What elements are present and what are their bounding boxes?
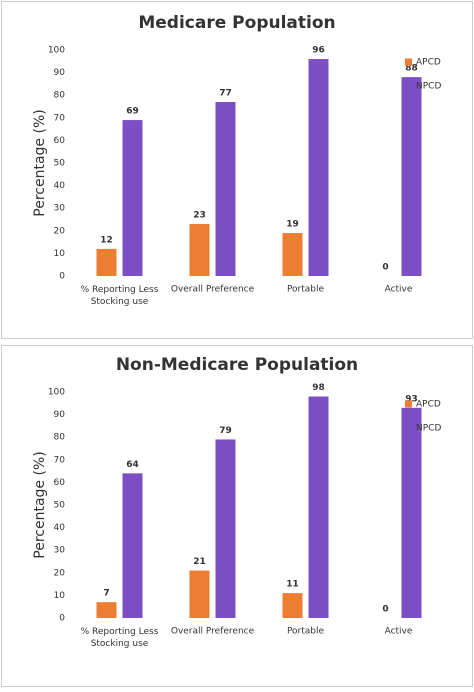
legend-swatch xyxy=(405,424,412,432)
x-tick-label: Overall Preference xyxy=(171,285,255,295)
x-tick-label: Portable xyxy=(287,627,325,637)
value-label: 98 xyxy=(312,383,325,393)
bar xyxy=(122,120,143,276)
bar xyxy=(215,101,236,276)
legend-swatch xyxy=(405,82,412,90)
value-label: 93 xyxy=(405,394,418,404)
y-tick-label: 90 xyxy=(54,410,66,420)
y-tick-label: 60 xyxy=(54,478,66,488)
bar xyxy=(122,473,143,618)
y-tick-label: 0 xyxy=(59,272,65,282)
x-tick-label: % Reporting Less Stocking use xyxy=(81,285,159,307)
y-tick-label: 50 xyxy=(54,159,66,169)
legend-label: APCD xyxy=(416,400,441,410)
x-tick-label: Active xyxy=(385,627,413,637)
value-label: 69 xyxy=(126,107,139,117)
value-label: 7 xyxy=(103,589,109,599)
chart-frame xyxy=(1,345,473,687)
value-label: 11 xyxy=(286,580,299,590)
legend-label: APCD xyxy=(416,58,441,68)
y-tick-label: 10 xyxy=(54,249,66,259)
y-tick-label: 50 xyxy=(54,501,66,511)
bar xyxy=(308,59,329,276)
bar xyxy=(189,224,210,276)
y-tick-label: 30 xyxy=(54,204,66,214)
y-tick-label: 80 xyxy=(54,91,66,101)
chart-title: Medicare Population xyxy=(138,13,335,33)
bar xyxy=(308,396,329,618)
y-tick-label: 100 xyxy=(48,46,65,56)
bar xyxy=(189,570,210,618)
chart-frame xyxy=(1,1,473,339)
value-label: 88 xyxy=(405,64,418,74)
value-label: 96 xyxy=(312,46,325,56)
bar xyxy=(401,77,422,277)
bar xyxy=(401,407,422,618)
legend-swatch xyxy=(405,400,412,408)
y-tick-label: 0 xyxy=(59,614,65,624)
y-axis-label: Percentage (%) xyxy=(32,451,48,558)
legend-swatch xyxy=(405,58,412,66)
y-tick-label: 30 xyxy=(54,546,66,556)
y-tick-label: 10 xyxy=(54,591,66,601)
y-tick-label: 70 xyxy=(54,455,66,465)
value-label: 79 xyxy=(219,426,232,436)
value-label: 0 xyxy=(382,263,388,273)
y-tick-label: 80 xyxy=(54,433,66,443)
y-tick-label: 40 xyxy=(54,523,66,533)
x-tick-label: Active xyxy=(385,285,413,295)
y-tick-label: 20 xyxy=(54,226,66,236)
y-tick-label: 40 xyxy=(54,181,66,191)
x-tick-label: Overall Preference xyxy=(171,627,255,637)
y-axis-label: Percentage (%) xyxy=(32,109,48,216)
y-tick-label: 100 xyxy=(48,388,65,398)
value-label: 19 xyxy=(286,220,299,230)
bar xyxy=(215,439,236,618)
bar xyxy=(282,593,303,618)
y-tick-label: 60 xyxy=(54,136,66,146)
y-tick-label: 70 xyxy=(54,113,66,123)
legend-label: NPCD xyxy=(416,424,441,434)
value-label: 12 xyxy=(100,235,113,245)
y-tick-label: 20 xyxy=(54,568,66,578)
value-label: 21 xyxy=(193,557,206,567)
bar xyxy=(282,233,303,276)
value-label: 64 xyxy=(126,460,139,470)
legend-label: NPCD xyxy=(416,82,441,92)
x-tick-label: % Reporting Less Stocking use xyxy=(81,627,159,649)
bar xyxy=(96,248,117,276)
value-label: 23 xyxy=(193,211,206,221)
value-label: 77 xyxy=(219,88,232,98)
bar xyxy=(96,602,117,618)
y-tick-label: 90 xyxy=(54,68,66,78)
chart-title: Non-Medicare Population xyxy=(116,355,358,375)
x-tick-label: Portable xyxy=(287,285,325,295)
value-label: 0 xyxy=(382,605,388,615)
